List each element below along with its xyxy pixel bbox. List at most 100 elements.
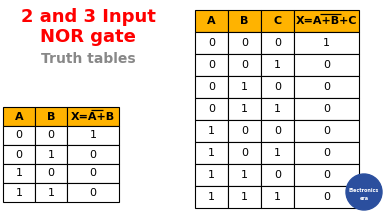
Bar bbox=[195, 186, 228, 208]
Bar bbox=[228, 76, 261, 98]
Bar bbox=[294, 32, 359, 54]
Text: 0: 0 bbox=[90, 150, 97, 160]
Bar bbox=[228, 54, 261, 76]
Text: 1: 1 bbox=[16, 168, 23, 178]
Text: A: A bbox=[15, 111, 23, 121]
Text: 1: 1 bbox=[241, 170, 248, 180]
Text: 0: 0 bbox=[323, 104, 330, 114]
Text: 2 and 3 Input: 2 and 3 Input bbox=[21, 8, 156, 26]
Text: B: B bbox=[47, 111, 55, 121]
Text: 0: 0 bbox=[47, 168, 54, 178]
Text: 1: 1 bbox=[274, 60, 281, 70]
Text: 0: 0 bbox=[47, 131, 54, 141]
Text: 0: 0 bbox=[208, 60, 215, 70]
Bar bbox=[35, 126, 67, 145]
Bar bbox=[195, 10, 228, 32]
Text: 0: 0 bbox=[208, 38, 215, 48]
Bar bbox=[294, 10, 359, 32]
Text: 0: 0 bbox=[323, 192, 330, 202]
Text: 0: 0 bbox=[323, 60, 330, 70]
Text: 0: 0 bbox=[323, 170, 330, 180]
Text: 1: 1 bbox=[47, 150, 54, 160]
Bar bbox=[67, 126, 119, 145]
Text: Electronics: Electronics bbox=[349, 187, 379, 193]
Bar bbox=[67, 183, 119, 202]
Bar bbox=[294, 142, 359, 164]
Bar bbox=[3, 183, 35, 202]
Bar bbox=[294, 164, 359, 186]
Bar bbox=[261, 76, 294, 98]
Bar bbox=[67, 107, 119, 126]
Text: 1: 1 bbox=[323, 38, 330, 48]
Bar bbox=[195, 142, 228, 164]
Text: X=A+B+C: X=A+B+C bbox=[296, 16, 357, 26]
Text: 0: 0 bbox=[16, 131, 23, 141]
Bar bbox=[67, 164, 119, 183]
Text: 0: 0 bbox=[274, 82, 281, 92]
Bar bbox=[195, 54, 228, 76]
Text: 1: 1 bbox=[16, 187, 23, 197]
Bar bbox=[228, 10, 261, 32]
Text: era: era bbox=[359, 196, 369, 200]
Text: 1: 1 bbox=[274, 192, 281, 202]
Text: C: C bbox=[273, 16, 282, 26]
Text: 1: 1 bbox=[208, 126, 215, 136]
Bar bbox=[228, 164, 261, 186]
Text: Truth tables: Truth tables bbox=[41, 52, 135, 66]
Bar bbox=[3, 164, 35, 183]
Text: 0: 0 bbox=[274, 38, 281, 48]
Bar bbox=[195, 32, 228, 54]
Text: 1: 1 bbox=[47, 187, 54, 197]
Text: 0: 0 bbox=[323, 148, 330, 158]
Text: 1: 1 bbox=[241, 104, 248, 114]
Bar bbox=[35, 164, 67, 183]
Bar bbox=[3, 107, 35, 126]
Bar bbox=[294, 76, 359, 98]
Text: 0: 0 bbox=[274, 170, 281, 180]
Text: B: B bbox=[240, 16, 249, 26]
Text: 1: 1 bbox=[274, 104, 281, 114]
Text: 1: 1 bbox=[90, 131, 97, 141]
Bar bbox=[195, 164, 228, 186]
Bar bbox=[261, 98, 294, 120]
Bar bbox=[228, 98, 261, 120]
Bar bbox=[261, 10, 294, 32]
Text: A: A bbox=[207, 16, 216, 26]
Text: X=A+B: X=A+B bbox=[71, 111, 115, 121]
Circle shape bbox=[346, 174, 382, 210]
Bar bbox=[35, 107, 67, 126]
Text: 0: 0 bbox=[16, 150, 23, 160]
Text: 0: 0 bbox=[241, 126, 248, 136]
Text: 0: 0 bbox=[208, 104, 215, 114]
Text: 0: 0 bbox=[90, 168, 97, 178]
Text: 1: 1 bbox=[208, 148, 215, 158]
Bar bbox=[294, 186, 359, 208]
Bar bbox=[228, 142, 261, 164]
Text: 0: 0 bbox=[241, 38, 248, 48]
Text: 1: 1 bbox=[208, 170, 215, 180]
Text: 1: 1 bbox=[274, 148, 281, 158]
Text: 0: 0 bbox=[323, 126, 330, 136]
Text: 1: 1 bbox=[241, 82, 248, 92]
Bar bbox=[294, 54, 359, 76]
Text: 0: 0 bbox=[323, 82, 330, 92]
Bar bbox=[228, 186, 261, 208]
Bar bbox=[67, 145, 119, 164]
Bar bbox=[228, 120, 261, 142]
Text: 0: 0 bbox=[208, 82, 215, 92]
Bar bbox=[195, 120, 228, 142]
Bar bbox=[294, 120, 359, 142]
Text: 0: 0 bbox=[274, 126, 281, 136]
Bar bbox=[35, 145, 67, 164]
Bar bbox=[261, 186, 294, 208]
Bar bbox=[261, 142, 294, 164]
Bar bbox=[294, 98, 359, 120]
Bar bbox=[3, 145, 35, 164]
Bar bbox=[3, 126, 35, 145]
Text: 1: 1 bbox=[241, 192, 248, 202]
Text: NOR gate: NOR gate bbox=[40, 28, 136, 46]
Text: 1: 1 bbox=[208, 192, 215, 202]
Bar bbox=[261, 120, 294, 142]
Text: 0: 0 bbox=[241, 148, 248, 158]
Bar bbox=[35, 183, 67, 202]
